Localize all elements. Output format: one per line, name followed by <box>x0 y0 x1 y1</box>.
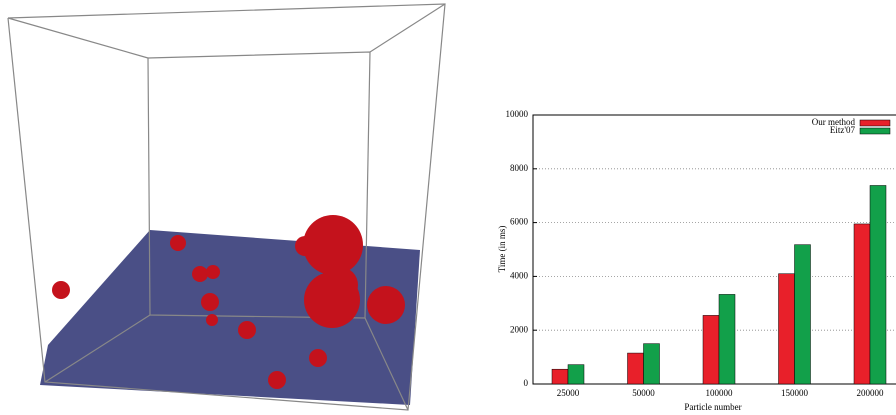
x-tick-label: 50000 <box>632 388 655 398</box>
y-tick-label: 6000 <box>510 217 529 227</box>
bar <box>719 294 735 384</box>
legend-label: Eitz'07 <box>830 125 856 135</box>
x-tick-label: 100000 <box>706 388 734 398</box>
bar <box>795 245 811 384</box>
legend-swatch <box>860 120 890 126</box>
y-tick-label: 10000 <box>506 109 529 119</box>
bar <box>628 353 644 384</box>
chart: Time (in ms) Particle number 0 2000 4000 60… <box>497 109 896 412</box>
y-axis-label: Time (in ms) <box>497 226 507 273</box>
x-tick-label: 150000 <box>781 388 809 398</box>
bar <box>703 315 719 384</box>
bar <box>854 224 870 384</box>
x-tick-label: 25000 <box>557 388 580 398</box>
x-tick-label: 200000 <box>857 388 885 398</box>
y-tick-label: 8000 <box>510 163 529 173</box>
page: Time (in ms) Particle number 0 2000 4000 60… <box>0 0 896 415</box>
bar <box>644 344 660 384</box>
y-tick-label: 4000 <box>510 270 529 280</box>
bar <box>779 274 795 384</box>
bar <box>568 365 584 384</box>
y-tick-label: 2000 <box>510 324 529 334</box>
bar <box>552 369 568 384</box>
bar <box>870 185 886 384</box>
legend-swatch <box>860 128 890 134</box>
scene-render <box>8 4 445 410</box>
x-axis-label: Particle number <box>684 402 741 412</box>
y-tick-label: 0 <box>524 378 529 388</box>
